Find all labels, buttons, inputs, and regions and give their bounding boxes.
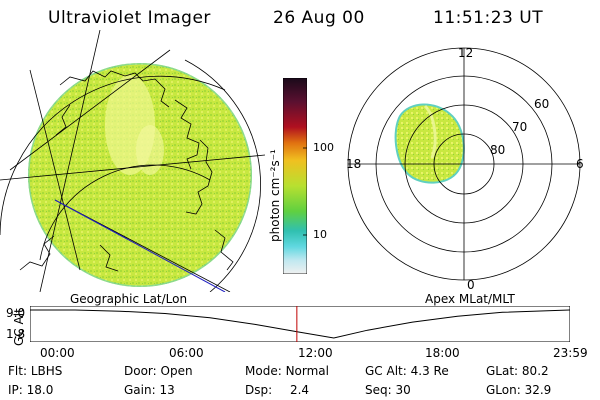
geographic-caption: Geographic Lat/Lon: [70, 292, 188, 306]
status-door: Door: Open: [124, 364, 193, 378]
alt-curve: [30, 309, 570, 339]
alt-xtick-1200: 12:00: [298, 346, 333, 360]
alt-ytick-1-8: 1.8: [6, 327, 26, 341]
auroral-image: [28, 63, 252, 287]
status-glat: GLat: 80.2: [486, 364, 549, 378]
colorbar-tick-100: 100: [313, 141, 334, 154]
alt-xtick-1800: 18:00: [425, 346, 460, 360]
polar-label-6: 6: [576, 157, 584, 171]
alt-xtick-0000: 00:00: [40, 346, 75, 360]
status-mode: Mode: Normal: [245, 364, 329, 378]
polar-plot: [347, 47, 581, 281]
polar-label-18: 18: [346, 157, 362, 171]
instrument-title: Ultraviolet Imager: [48, 8, 211, 28]
auroral-oval: [394, 103, 465, 184]
status-flt: Flt: LBHS: [8, 364, 63, 378]
geographic-map: [0, 30, 265, 292]
status-ip: IP: 18.0: [8, 383, 54, 397]
status-glon: GLon: 32.9: [486, 383, 552, 397]
time-label: 11:51:23 UT: [433, 8, 544, 28]
colorbar: [283, 78, 307, 274]
polar-grid: [347, 47, 581, 281]
colorbar-tick-10: 10: [313, 228, 327, 241]
alt-ytick-9: 9.0: [6, 306, 26, 320]
altitude-plot: [30, 306, 570, 342]
polar-ring-70: 70: [512, 120, 528, 134]
apex-caption: Apex MLat/MLT: [425, 292, 515, 306]
alt-xtick-0600: 06:00: [169, 346, 204, 360]
status-gain: Gain: 13: [124, 383, 175, 397]
status-dsp: Dsp: 2.4: [245, 383, 310, 397]
colorbar-unit-label: photon cm⁻²s⁻¹: [268, 149, 282, 242]
polar-ring-80: 80: [490, 143, 506, 157]
polar-ring-60: 60: [534, 97, 550, 111]
date-label: 26 Aug 00: [273, 8, 365, 28]
status-seq: Seq: 30: [365, 383, 411, 397]
coastlines: [19, 70, 234, 272]
polar-label-12: 12: [458, 46, 474, 60]
status-gc-alt: GC Alt: 4.3 Re: [365, 364, 449, 378]
terminator-line: [54, 199, 226, 292]
alt-series: [30, 306, 570, 342]
polar-label-0: 0: [467, 278, 475, 292]
alt-xtick-2359: 23:59: [553, 346, 588, 360]
